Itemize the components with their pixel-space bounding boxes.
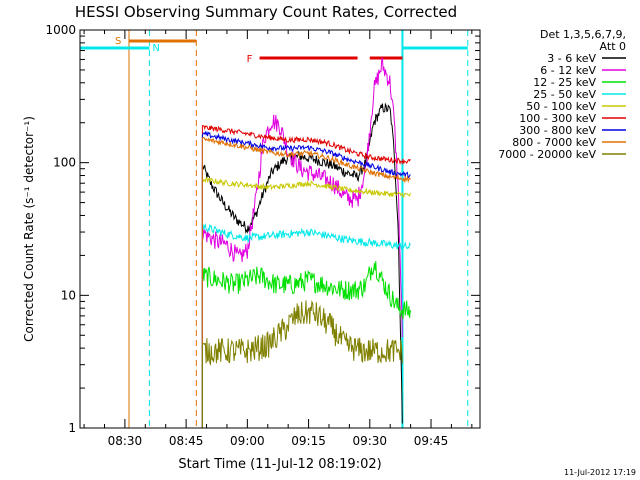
series-line	[201, 125, 411, 428]
series-line	[201, 136, 411, 428]
legend-entry-label: 7000 - 20000 keV	[498, 148, 596, 161]
chart-title: HESSI Observing Summary Count Rates, Cor…	[75, 3, 457, 21]
series-line	[201, 102, 403, 428]
footer-timestamp: 11-Jul-2012 17:19	[564, 468, 636, 477]
y-axis-label: Corrected Count Rate (s⁻¹ detector⁻¹)	[22, 116, 36, 342]
x-tick-label: 09:45	[414, 434, 449, 448]
legend-entry-label: 25 - 50 keV	[533, 88, 596, 101]
y-tick-label: 100	[53, 156, 76, 170]
y-tick-label: 10	[61, 288, 76, 302]
x-tick-label: 09:00	[230, 434, 265, 448]
x-tick-label: 09:15	[291, 434, 326, 448]
legend-entry-label: 800 - 7000 keV	[512, 136, 596, 149]
series-line	[201, 177, 411, 428]
x-tick-label: 08:30	[108, 434, 143, 448]
x-tick-label: 09:30	[352, 434, 387, 448]
x-axis-label: Start Time (11-Jul-12 08:19:02)	[178, 457, 381, 472]
y-tick-label: 1000	[45, 23, 76, 37]
y-axis: 1 10 100 1000	[45, 23, 480, 435]
series-line	[201, 261, 411, 428]
night-label: N	[152, 43, 159, 54]
series-line	[201, 130, 411, 428]
saa-label: S	[115, 36, 121, 47]
legend-header: Det 1,3,5,6,7,9,	[540, 28, 626, 41]
y-tick-label: 1	[68, 421, 76, 435]
series-line	[201, 57, 403, 428]
legend-entry-label: 300 - 800 keV	[519, 124, 596, 137]
plot-frame	[79, 29, 481, 429]
x-tick-label: 08:45	[169, 434, 204, 448]
legend-entry-label: 3 - 6 keV	[547, 52, 596, 65]
legend-entry-label: 100 - 300 keV	[519, 112, 596, 125]
observation-markers: S N F	[80, 30, 469, 428]
x-axis: 08:30 08:45 09:00 09:15 09:30 09:45	[83, 30, 473, 448]
legend-entry-label: 50 - 100 keV	[526, 100, 596, 113]
series-layer	[201, 57, 411, 428]
flare-label: F	[247, 54, 253, 65]
legend-header: Att 0	[600, 40, 626, 53]
series-line	[201, 222, 411, 428]
legend-entry-label: 12 - 25 keV	[533, 76, 596, 89]
legend-entry-label: 6 - 12 keV	[540, 64, 596, 77]
series-line	[201, 300, 403, 428]
